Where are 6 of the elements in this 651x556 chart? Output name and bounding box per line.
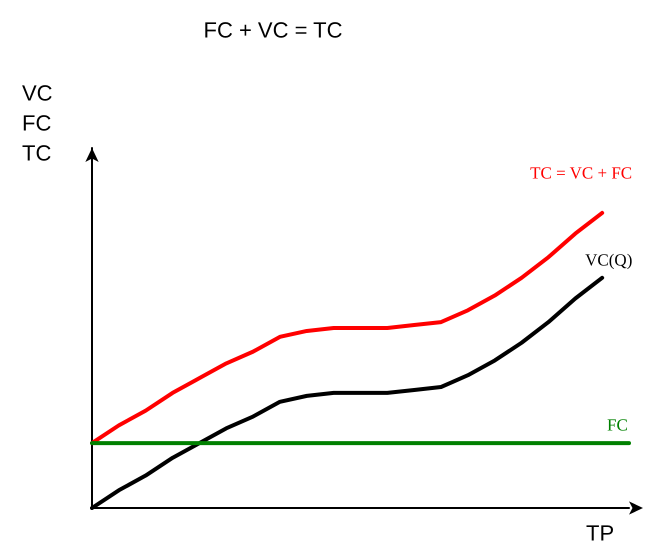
series-label: VC(Q) <box>585 250 632 270</box>
x-axis-title: TP <box>586 520 614 546</box>
series-label: FC <box>607 416 628 435</box>
y-axis-title: VC FC TC <box>22 80 53 166</box>
chart-title: FC + VC = TC <box>204 18 343 42</box>
text: TC = VC + FC <box>530 163 632 182</box>
